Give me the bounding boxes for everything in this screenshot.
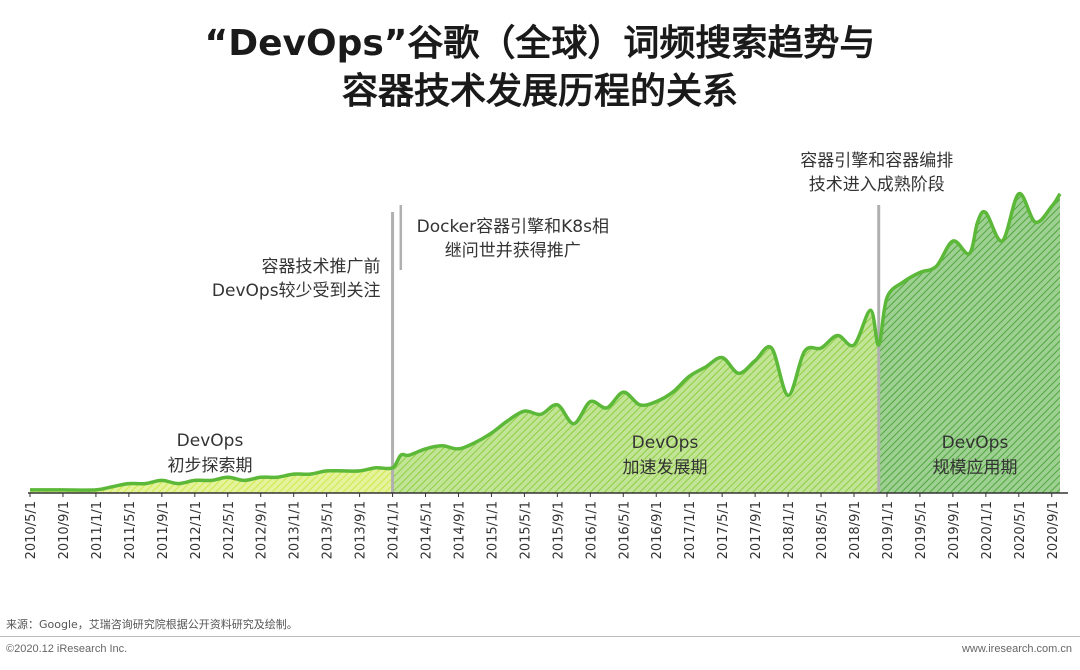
phase-label-1-line2: 初步探索期 [168,456,253,476]
x-tick-label: 2010/5/1 [24,501,39,559]
x-tick-label: 2017/1/1 [683,501,698,559]
x-tick-label: 2016/1/1 [584,501,599,559]
x-tick-label: 2011/1/1 [90,501,105,559]
phase-label-2-line2: 加速发展期 [623,458,708,478]
x-tick-label: 2014/1/1 [387,501,402,559]
x-tick-label: 2019/9/1 [947,501,962,559]
x-tick-label: 2020/1/1 [980,501,995,559]
x-tick-label: 2017/5/1 [716,501,731,559]
x-tick-label: 2013/5/1 [321,501,336,559]
x-tick-label: 2015/1/1 [485,501,500,559]
x-tick-label: 2018/9/1 [848,501,863,559]
x-tick-label: 2011/5/1 [123,501,138,559]
annotation-2-line1: Docker容器引擎和K8s相 [417,217,609,237]
x-tick-label: 2018/1/1 [782,501,797,559]
copyright: ©2020.12 iResearch Inc. [6,643,128,655]
series-line [30,192,1062,492]
x-tick-label: 2015/5/1 [518,501,533,559]
annotation-1-line1: 容器技术推广前 [262,257,381,277]
footer-divider [0,636,1080,637]
phase-label-3-line2: 规模应用期 [933,458,1018,478]
x-tick-label: 2019/5/1 [914,501,929,559]
annotation-2-line2: 继问世并获得推广 [445,241,581,261]
x-tick-label: 2011/9/1 [156,501,171,559]
x-tick-label: 2013/9/1 [354,501,369,559]
annotation-1-line2: DevOps较少受到关注 [212,281,381,301]
x-tick-label: 2019/1/1 [881,501,896,559]
x-tick-label: 2016/9/1 [650,501,665,559]
x-tick-label: 2018/5/1 [815,501,830,559]
phase-area-2 [392,310,879,493]
x-tick-label: 2016/5/1 [617,501,632,559]
x-tick-label: 2013/1/1 [288,501,303,559]
x-tick-label: 2014/9/1 [452,501,467,559]
x-tick-label: 2012/5/1 [222,501,237,559]
x-tick-label: 2017/9/1 [749,501,764,559]
chart-title-line-1: “DevOps”谷歌（全球）词频搜索趋势与 [204,23,876,64]
chart-title-line-2: 容器技术发展历程的关系 [341,71,738,112]
website: www.iresearch.com.cn [961,643,1072,655]
source-note: 来源：Google，艾瑞咨询研究院根据公开资料研究及绘制。 [6,618,298,631]
x-tick-label: 2012/1/1 [189,501,204,559]
phase-area-3 [878,193,1060,493]
x-tick-label: 2015/9/1 [551,501,566,559]
x-tick-label: 2014/5/1 [420,501,435,559]
phase-label-2-line1: DevOps [632,433,699,453]
annotation-3-line2: 技术进入成熟阶段 [809,174,945,195]
x-tick-label: 2020/5/1 [1013,501,1028,559]
phase-label-3-line1: DevOps [942,433,1009,453]
annotation-3-line1: 容器引擎和容器编排 [800,151,953,171]
x-tick-label: 2010/9/1 [57,501,72,559]
x-tick-label: 2020/9/1 [1046,501,1061,559]
trend-chart: 2010/5/1 2010/9/1 2011/1/1 2011/5/1 2011/9/1… [24,151,1068,559]
x-tick-label: 2012/9/1 [255,501,270,559]
phase-label-1-line1: DevOps [177,431,244,451]
